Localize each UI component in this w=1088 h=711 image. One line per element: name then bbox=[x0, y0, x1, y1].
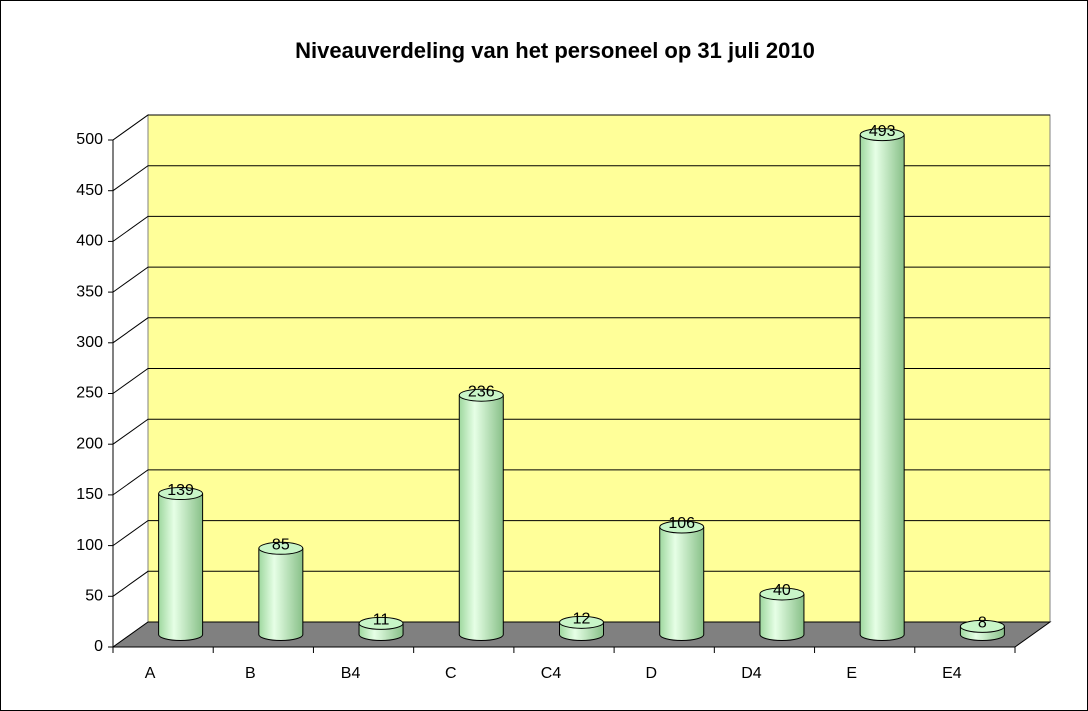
y-tick-label: 400 bbox=[76, 233, 103, 250]
data-label: 12 bbox=[573, 611, 591, 628]
bar-top bbox=[659, 520, 705, 534]
grid-line bbox=[112, 165, 1050, 192]
grid-line bbox=[112, 368, 1050, 394]
grid-line bbox=[112, 215, 1050, 242]
grid-line bbox=[112, 114, 1050, 141]
grid-line bbox=[112, 266, 1050, 293]
grid-line bbox=[112, 317, 1050, 344]
x-tick-label: C bbox=[445, 665, 457, 682]
y-tick-label: 300 bbox=[76, 334, 103, 351]
y-tick-label: 200 bbox=[76, 435, 103, 452]
data-label: 85 bbox=[272, 537, 290, 554]
y-tick-label: 450 bbox=[76, 182, 103, 199]
y-tick-label: 150 bbox=[76, 486, 103, 503]
bar-top bbox=[458, 388, 504, 402]
y-tick-label: 250 bbox=[76, 385, 103, 402]
x-tick-label: D4 bbox=[741, 665, 762, 682]
bar bbox=[859, 134, 905, 641]
chart-title: Niveauverdeling van het personeel op 31 … bbox=[295, 38, 815, 63]
data-label: 493 bbox=[869, 123, 896, 140]
bar-top bbox=[959, 619, 1005, 633]
x-tick-label: C4 bbox=[541, 665, 562, 682]
x-tick-label: E4 bbox=[942, 665, 962, 682]
data-label: 236 bbox=[468, 383, 495, 400]
grid-line bbox=[112, 418, 1050, 445]
bar-top bbox=[158, 487, 204, 501]
bar-top bbox=[759, 587, 805, 601]
bar-top bbox=[258, 541, 304, 555]
bar bbox=[659, 527, 705, 641]
x-tick-label: B bbox=[245, 665, 256, 682]
data-label: 8 bbox=[978, 615, 987, 632]
bar bbox=[759, 593, 805, 641]
data-label: 106 bbox=[668, 515, 695, 532]
y-tick-label: 500 bbox=[76, 131, 103, 148]
y-tick-label: 0 bbox=[94, 638, 103, 655]
grid-line bbox=[112, 570, 1050, 597]
bar-top bbox=[559, 615, 604, 629]
y-tick-label: 350 bbox=[76, 283, 103, 300]
x-tick-label: E bbox=[846, 665, 857, 682]
y-tick-label: 100 bbox=[76, 537, 103, 554]
grid-line bbox=[112, 469, 1050, 496]
x-tick-label: B4 bbox=[341, 665, 361, 682]
x-tick-label: A bbox=[145, 665, 156, 682]
x-tick-label: D bbox=[645, 665, 657, 682]
grid-line bbox=[112, 520, 1050, 547]
bar bbox=[158, 493, 204, 641]
bar-top bbox=[358, 616, 404, 630]
bar-top bbox=[859, 128, 905, 142]
data-label: 139 bbox=[167, 482, 194, 499]
bar bbox=[458, 395, 504, 641]
data-label: 40 bbox=[773, 582, 791, 599]
y-tick-label: 50 bbox=[85, 588, 103, 605]
data-label: 11 bbox=[373, 612, 390, 629]
bar bbox=[258, 548, 304, 641]
